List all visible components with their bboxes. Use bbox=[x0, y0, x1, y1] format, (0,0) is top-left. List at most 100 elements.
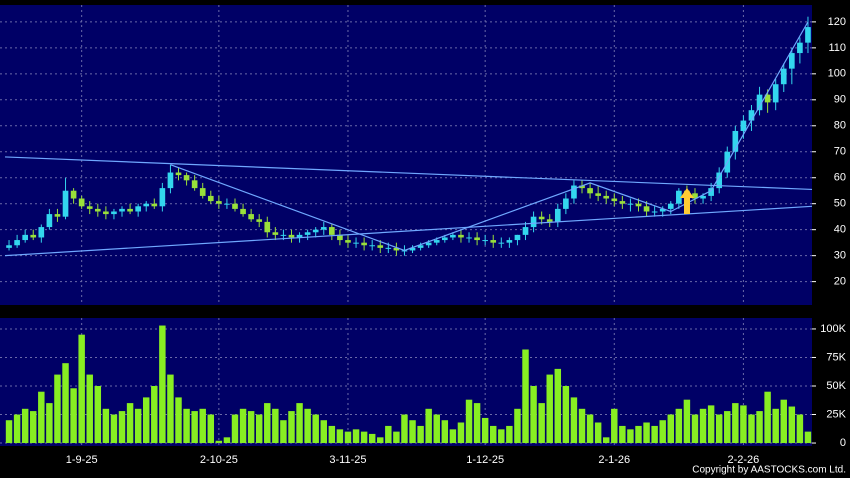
volume-bar bbox=[417, 425, 424, 444]
volume-bar bbox=[740, 405, 747, 444]
candle-body bbox=[70, 190, 77, 199]
candle-body bbox=[329, 227, 335, 235]
candle-body bbox=[458, 234, 464, 238]
candle-body bbox=[127, 208, 133, 212]
candle-body bbox=[30, 234, 37, 238]
candle-body bbox=[272, 232, 279, 235]
volume-bar bbox=[134, 408, 142, 444]
candle-body bbox=[135, 206, 141, 212]
volume-bar bbox=[13, 414, 21, 444]
y-tick-label: 50 bbox=[834, 198, 846, 210]
y-tick-label: 90 bbox=[834, 94, 846, 106]
candle-body bbox=[441, 237, 448, 241]
volume-bar bbox=[272, 408, 279, 444]
volume-bar bbox=[151, 385, 158, 444]
volume-bar bbox=[506, 425, 513, 444]
volume-bar bbox=[30, 411, 37, 444]
volume-bar bbox=[667, 414, 675, 444]
volume-bar bbox=[514, 408, 521, 444]
candle-body bbox=[498, 242, 505, 244]
y-tick-label: 0 bbox=[840, 437, 846, 449]
candle-body bbox=[240, 208, 246, 215]
volume-bar bbox=[70, 388, 77, 444]
y-tick-label: 75K bbox=[826, 351, 846, 363]
volume-bar bbox=[498, 429, 505, 444]
candle-body bbox=[151, 203, 158, 207]
candle-body bbox=[740, 120, 747, 131]
candle-body bbox=[6, 245, 12, 248]
candle-body bbox=[756, 94, 763, 111]
volume-bar bbox=[449, 429, 457, 444]
volume-bar bbox=[126, 403, 134, 444]
candle-body bbox=[78, 198, 85, 207]
volume-bar bbox=[481, 417, 489, 444]
candle-body bbox=[94, 208, 101, 212]
candle-body bbox=[38, 227, 45, 238]
volume-bar bbox=[102, 408, 110, 444]
x-tick-label: 2-10-25 bbox=[200, 454, 238, 466]
volume-bar bbox=[490, 425, 497, 444]
volume-bar bbox=[312, 414, 319, 444]
candle-body bbox=[482, 240, 488, 242]
volume-bar bbox=[546, 374, 553, 444]
volume-bar bbox=[183, 408, 190, 444]
candle-body bbox=[530, 216, 537, 228]
candle-body bbox=[716, 172, 723, 189]
candle-body bbox=[143, 203, 150, 207]
candle-body bbox=[772, 84, 779, 103]
candle-body bbox=[603, 195, 610, 199]
volume-bar bbox=[570, 397, 578, 444]
candle-body bbox=[199, 188, 206, 196]
volume-bar bbox=[393, 431, 400, 444]
volume-bar bbox=[320, 420, 327, 444]
y-tick-label: 30 bbox=[834, 250, 846, 262]
y-tick-label: 60 bbox=[834, 172, 846, 184]
volume-bar bbox=[328, 425, 336, 444]
volume-bar bbox=[433, 414, 440, 444]
volume-bar bbox=[707, 405, 715, 444]
candle-body bbox=[764, 94, 771, 103]
candle-body bbox=[345, 240, 351, 243]
candle-body bbox=[264, 221, 271, 233]
candle-body bbox=[425, 242, 432, 246]
volume-bar bbox=[538, 403, 545, 444]
candle-body bbox=[692, 193, 698, 199]
candle-body bbox=[361, 242, 367, 246]
candle-body bbox=[667, 203, 674, 209]
volume-bar bbox=[247, 411, 255, 444]
volume-bar bbox=[796, 414, 804, 444]
candle-body bbox=[474, 237, 480, 241]
x-tick-label: 1-9-25 bbox=[66, 454, 98, 466]
candle-body bbox=[522, 227, 529, 235]
candle-body bbox=[571, 185, 577, 199]
candle-body bbox=[579, 185, 585, 189]
volume-bar bbox=[110, 414, 118, 444]
volume-bar bbox=[627, 429, 634, 444]
volume-bar bbox=[62, 363, 69, 444]
price-panel bbox=[0, 5, 812, 305]
y-tick-label: 70 bbox=[834, 146, 846, 158]
volume-bar bbox=[724, 411, 731, 444]
volume-bar bbox=[804, 431, 812, 444]
volume-bar bbox=[699, 408, 707, 444]
volume-bar bbox=[46, 403, 53, 444]
candle-body bbox=[62, 190, 69, 217]
candle-body bbox=[490, 240, 497, 243]
candle-body bbox=[119, 208, 125, 212]
x-tick-label: 2-1-26 bbox=[598, 454, 630, 466]
volume-bar bbox=[377, 437, 384, 444]
volume-bar bbox=[715, 414, 723, 444]
candle-body bbox=[280, 234, 287, 236]
volume-bar bbox=[425, 408, 432, 444]
volume-bar bbox=[336, 429, 344, 444]
volume-bar bbox=[199, 408, 206, 444]
volume-bar bbox=[659, 420, 666, 444]
volume-bar bbox=[562, 385, 570, 444]
candle-body bbox=[159, 188, 166, 207]
y-tick-label: 20 bbox=[834, 276, 846, 288]
volume-bar bbox=[159, 325, 166, 444]
volume-bar bbox=[732, 403, 739, 444]
volume-bar bbox=[167, 374, 174, 444]
volume-bar bbox=[522, 349, 529, 444]
